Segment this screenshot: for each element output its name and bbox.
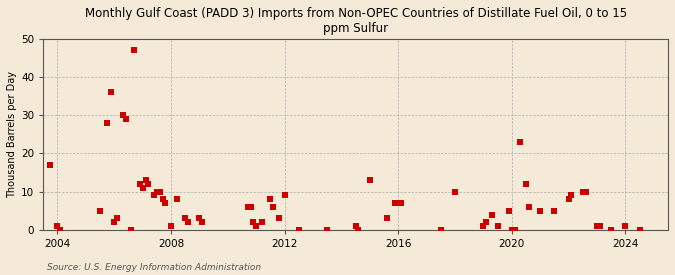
- Point: [435, 228, 446, 232]
- Point: [242, 205, 253, 209]
- Point: [322, 228, 333, 232]
- Point: [279, 193, 290, 198]
- Point: [478, 224, 489, 228]
- Point: [117, 113, 128, 117]
- Point: [111, 216, 122, 221]
- Point: [120, 117, 131, 121]
- Point: [143, 182, 154, 186]
- Point: [364, 178, 375, 182]
- Point: [563, 197, 574, 201]
- Point: [535, 208, 545, 213]
- Point: [45, 163, 56, 167]
- Point: [129, 48, 140, 53]
- Text: Source: U.S. Energy Information Administration: Source: U.S. Energy Information Administ…: [47, 263, 261, 272]
- Point: [273, 216, 284, 221]
- Point: [268, 205, 279, 209]
- Point: [294, 228, 304, 232]
- Point: [592, 224, 603, 228]
- Point: [577, 189, 588, 194]
- Point: [245, 205, 256, 209]
- Point: [183, 220, 194, 224]
- Point: [265, 197, 276, 201]
- Point: [506, 228, 517, 232]
- Point: [396, 201, 406, 205]
- Point: [251, 224, 262, 228]
- Point: [248, 220, 259, 224]
- Point: [95, 208, 105, 213]
- Point: [353, 228, 364, 232]
- Point: [52, 224, 63, 228]
- Point: [148, 193, 159, 198]
- Point: [137, 186, 148, 190]
- Point: [160, 201, 171, 205]
- Point: [381, 216, 392, 221]
- Point: [515, 140, 526, 144]
- Point: [634, 228, 645, 232]
- Point: [481, 220, 491, 224]
- Point: [524, 205, 535, 209]
- Point: [390, 201, 401, 205]
- Point: [595, 224, 605, 228]
- Point: [171, 197, 182, 201]
- Point: [102, 121, 113, 125]
- Point: [580, 189, 591, 194]
- Point: [155, 189, 165, 194]
- Point: [54, 228, 65, 232]
- Point: [504, 208, 514, 213]
- Point: [194, 216, 205, 221]
- Point: [549, 208, 560, 213]
- Point: [151, 189, 162, 194]
- Point: [566, 193, 577, 198]
- Point: [256, 220, 267, 224]
- Point: [450, 189, 460, 194]
- Point: [157, 197, 168, 201]
- Y-axis label: Thousand Barrels per Day: Thousand Barrels per Day: [7, 71, 17, 198]
- Point: [134, 182, 145, 186]
- Point: [620, 224, 631, 228]
- Point: [510, 228, 520, 232]
- Point: [487, 212, 497, 217]
- Point: [492, 224, 503, 228]
- Point: [606, 228, 617, 232]
- Point: [165, 224, 176, 228]
- Point: [126, 228, 137, 232]
- Point: [197, 220, 208, 224]
- Point: [106, 90, 117, 95]
- Point: [520, 182, 531, 186]
- Point: [350, 224, 361, 228]
- Point: [140, 178, 151, 182]
- Point: [180, 216, 190, 221]
- Point: [109, 220, 119, 224]
- Title: Monthly Gulf Coast (PADD 3) Imports from Non-OPEC Countries of Distillate Fuel O: Monthly Gulf Coast (PADD 3) Imports from…: [84, 7, 626, 35]
